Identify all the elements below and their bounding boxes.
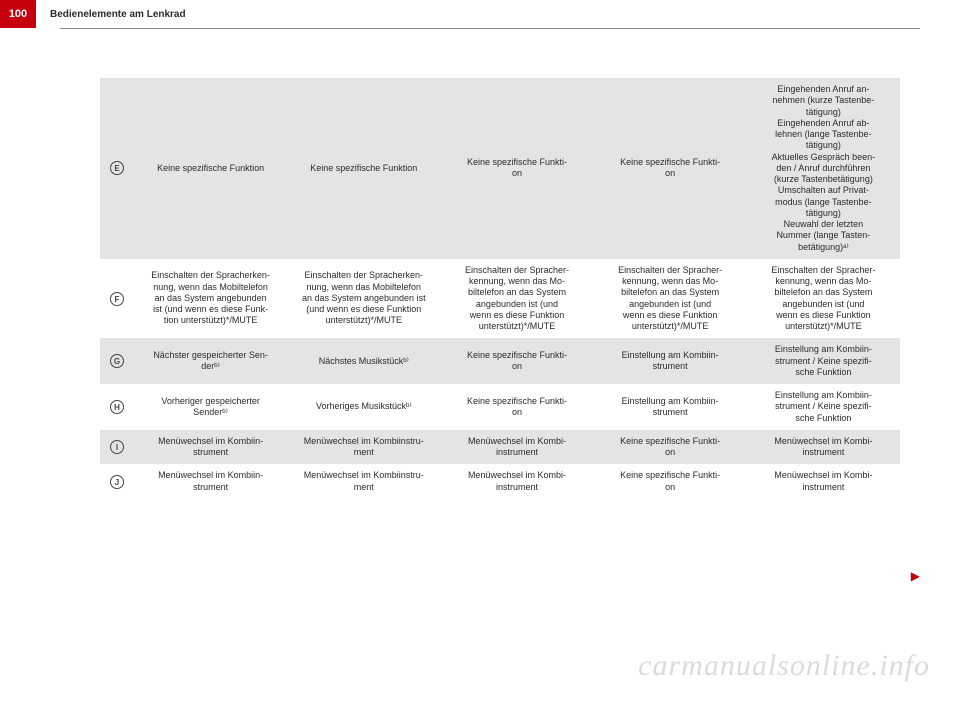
table-cell: Menüwechsel im Kombi-instrument: [440, 464, 593, 499]
table-cell: Keine spezifische Funkti-on: [594, 430, 747, 465]
row-marker-cell: E: [100, 78, 134, 259]
table-cell: Keine spezifische Funkti-on: [440, 384, 593, 430]
table-cell: Menüwechsel im Kombiinstru-ment: [287, 430, 440, 465]
table-cell: Vorheriger gespeicherterSenderᵇ⁾: [134, 384, 287, 430]
table-cell: Einstellung am Kombiin-strument / Keine …: [747, 338, 900, 384]
table-cell: Einschalten der Spracherken-nung, wenn d…: [134, 259, 287, 339]
table-cell: Menüwechsel im Kombiin-strument: [134, 430, 287, 465]
section-title: Bedienelemente am Lenkrad: [50, 9, 186, 20]
table-cell: Keine spezifische Funkti-on: [594, 464, 747, 499]
table-cell: Keine spezifische Funkti-on: [440, 338, 593, 384]
table-cell: Eingehenden Anruf an-nehmen (kurze Taste…: [747, 78, 900, 259]
table-cell: Nächster gespeicherter Sen-derᵇ⁾: [134, 338, 287, 384]
page-number-badge: 100: [0, 0, 36, 28]
table-cell: Keine spezifische Funktion: [134, 78, 287, 259]
table-cell: Menüwechsel im Kombiin-strument: [134, 464, 287, 499]
row-marker-icon: G: [110, 354, 124, 368]
table-cell: Einschalten der Spracher-kennung, wenn d…: [594, 259, 747, 339]
table-cell: Keine spezifische Funkti-on: [440, 78, 593, 259]
function-table-wrap: EKeine spezifische FunktionKeine spezifi…: [100, 78, 900, 499]
table-row: IMenüwechsel im Kombiin-strumentMenüwech…: [100, 430, 900, 465]
function-table: EKeine spezifische FunktionKeine spezifi…: [100, 78, 900, 499]
row-marker-cell: J: [100, 464, 134, 499]
table-cell: Menüwechsel im Kombi-instrument: [440, 430, 593, 465]
table-cell: Einschalten der Spracher-kennung, wenn d…: [440, 259, 593, 339]
row-marker-cell: F: [100, 259, 134, 339]
row-marker-icon: E: [110, 161, 124, 175]
header-rule: [60, 28, 920, 29]
page-header: 100 Bedienelemente am Lenkrad: [0, 0, 960, 28]
table-cell: Einstellung am Kombiin-strument: [594, 384, 747, 430]
row-marker-cell: I: [100, 430, 134, 465]
row-marker-icon: J: [110, 475, 124, 489]
row-marker-icon: I: [110, 440, 124, 454]
table-cell: Keine spezifische Funktion: [287, 78, 440, 259]
table-cell: Keine spezifische Funkti-on: [594, 78, 747, 259]
row-marker-cell: G: [100, 338, 134, 384]
table-cell: Nächstes Musikstückᵇ⁾: [287, 338, 440, 384]
table-row: EKeine spezifische FunktionKeine spezifi…: [100, 78, 900, 259]
table-cell: Einstellung am Kombiin-strument / Keine …: [747, 384, 900, 430]
table-row: JMenüwechsel im Kombiin-strumentMenüwech…: [100, 464, 900, 499]
row-marker-icon: H: [110, 400, 124, 414]
table-cell: Menüwechsel im Kombiinstru-ment: [287, 464, 440, 499]
continue-arrow-icon: ▶: [911, 569, 920, 583]
table-cell: Einschalten der Spracher-kennung, wenn d…: [747, 259, 900, 339]
table-row: F Einschalten der Spracherken-nung, wenn …: [100, 259, 900, 339]
table-cell: Vorheriges Musikstückᵇ⁾: [287, 384, 440, 430]
table-cell: Menüwechsel im Kombi-instrument: [747, 464, 900, 499]
row-marker-icon: F: [110, 292, 124, 306]
table-cell: Einschalten der Spracherken-nung, wenn d…: [287, 259, 440, 339]
table-cell: Einstellung am Kombiin-strument: [594, 338, 747, 384]
watermark-text: carmanualsonline.info: [638, 649, 930, 683]
table-row: G Nächster gespeicherter Sen-derᵇ⁾Nächste…: [100, 338, 900, 384]
table-row: H Vorheriger gespeicherterSenderᵇ⁾Vorheri…: [100, 384, 900, 430]
row-marker-cell: H: [100, 384, 134, 430]
table-cell: Menüwechsel im Kombi-instrument: [747, 430, 900, 465]
